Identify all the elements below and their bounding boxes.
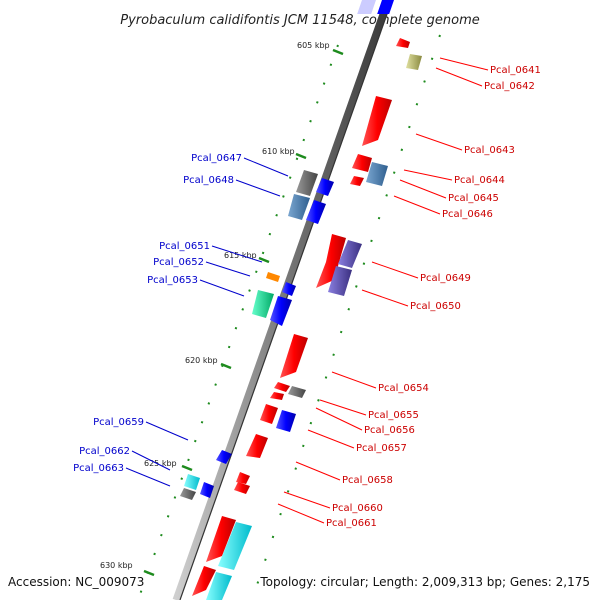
right-callout-lines — [277, 57, 489, 524]
gene-feature-pcal-0641 — [396, 38, 410, 48]
gene-feature-pcal-0663b — [200, 482, 214, 498]
map-title: Pyrobaculum calidifontis JCM 11548, comp… — [120, 13, 480, 28]
gene-label: Pcal_0653 — [147, 275, 198, 286]
tick-label: 620 kbp — [185, 356, 218, 365]
gene-feature-pcal-0661 — [234, 482, 250, 494]
gene-label: Pcal_0645 — [448, 193, 499, 204]
gene-feature-pcal-0643 — [362, 96, 392, 146]
gene-label: Pcal_0663 — [73, 463, 124, 474]
guide-dots — [137, 34, 441, 600]
gene-feature-pcal-0649 — [316, 234, 346, 288]
gene-label: Pcal_0654 — [378, 383, 429, 394]
gene-feature — [218, 522, 252, 570]
topology-text: Topology: circular; Length: 2,009,313 bp… — [259, 575, 590, 589]
gene-feature-pcal-0661b — [206, 516, 236, 562]
gene-label: Pcal_0652 — [153, 257, 204, 268]
gene-label: Pcal_0659 — [93, 417, 144, 428]
gene-feature-pcal-0654b — [274, 382, 290, 392]
gene-label: Pcal_0656 — [364, 425, 415, 436]
gene-feature-pcal-0654 — [280, 334, 308, 378]
gene-feature-pcal-0651 — [266, 272, 280, 282]
gene-feature-pcal-0642 — [406, 54, 422, 70]
gene-feature-pcal-0659 — [216, 450, 232, 464]
gene-feature-pcal-0663 — [180, 488, 196, 500]
gene-feature-pcal-0645 — [366, 162, 388, 186]
gene-feature-pcal-0657a — [260, 404, 278, 424]
gene-label: Pcal_0646 — [442, 209, 493, 220]
gene-feature-pcal-0660 — [236, 472, 250, 484]
left-strand-features — [180, 170, 334, 500]
gene-feature-pcal-0652 — [282, 282, 296, 296]
gene-label: Pcal_0644 — [454, 175, 505, 186]
gene-feature-pcal-0655 — [288, 386, 306, 398]
tick-label: 630 kbp — [100, 561, 133, 570]
gene-label: Pcal_0649 — [420, 273, 471, 284]
gene-label: Pcal_0648 — [183, 175, 234, 186]
gene-feature-pcal-0650a — [338, 240, 362, 268]
gene-label: Pcal_0647 — [191, 153, 242, 164]
gene-feature-pcal-0644 — [352, 154, 372, 172]
gene-feature-pcal-0647 — [296, 170, 318, 196]
gene-label: Pcal_0642 — [484, 81, 535, 92]
gene-label: Pcal_0643 — [464, 145, 515, 156]
gene-label: Pcal_0641 — [490, 65, 541, 76]
gene-feature-pcal-0647b — [316, 178, 334, 196]
gene-feature — [192, 566, 216, 596]
tick-label: 605 kbp — [297, 41, 330, 50]
gene-label: Pcal_0657 — [356, 443, 407, 454]
gene-label: Pcal_0658 — [342, 475, 393, 486]
gene-feature-pcal-0656 — [270, 392, 284, 400]
gene-feature — [377, 0, 394, 14]
gene-label: Pcal_0650 — [410, 301, 461, 312]
gene-feature — [206, 572, 232, 600]
gene-feature-pcal-0653 — [252, 290, 274, 318]
gene-feature-pcal-0648 — [288, 194, 310, 220]
scale-ticks — [143, 48, 344, 577]
gene-feature-pcal-0658 — [246, 434, 268, 458]
right-strand-features — [192, 38, 422, 600]
gene-label: Pcal_0651 — [159, 241, 210, 252]
left-callout-lines — [125, 157, 289, 487]
gene-feature-pcal-0653b — [270, 296, 292, 326]
gene-feature-pcal-0662 — [184, 474, 200, 490]
gene-feature-pcal-0648b — [306, 200, 326, 224]
gene-feature-pcal-0650 — [328, 266, 352, 296]
gene-feature-pcal-0657 — [276, 410, 296, 432]
gene-label: Pcal_0661 — [326, 518, 377, 529]
gene-label: Pcal_0660 — [332, 503, 383, 514]
tick-label: 625 kbp — [144, 459, 177, 468]
gene-feature-pcal-0644b — [350, 176, 364, 186]
gene-feature — [357, 0, 376, 14]
accession-text: Accession: NC_009073 — [8, 575, 144, 589]
gene-label: Pcal_0662 — [79, 446, 130, 457]
tick-label: 610 kbp — [262, 147, 295, 156]
gene-label: Pcal_0655 — [368, 410, 419, 421]
